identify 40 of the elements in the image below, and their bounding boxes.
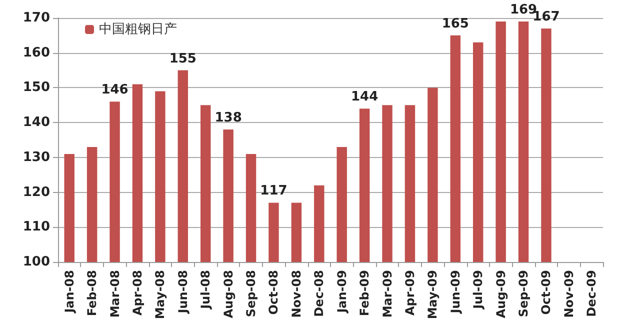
y-tick-label: 160 bbox=[22, 45, 50, 60]
y-tick-label: 170 bbox=[22, 10, 50, 26]
data-label: 165 bbox=[442, 16, 469, 32]
x-tick-label: May-08 bbox=[153, 270, 168, 320]
data-label: 155 bbox=[169, 51, 196, 66]
x-tick-label: Jun-08 bbox=[176, 270, 190, 314]
y-tick-label: 120 bbox=[22, 184, 50, 200]
data-label: 138 bbox=[214, 110, 242, 126]
y-tick-label: 100 bbox=[22, 254, 50, 270]
x-tick-label: Sep-09 bbox=[516, 270, 531, 318]
x-tick-label: Apr-08 bbox=[130, 270, 144, 316]
y-tick-label: 130 bbox=[22, 150, 50, 165]
x-tick-label: Mar-08 bbox=[108, 270, 122, 318]
x-tick-label: Jan-09 bbox=[334, 270, 349, 314]
data-label: 146 bbox=[101, 82, 128, 98]
x-tick-label: Nov-09 bbox=[562, 270, 576, 318]
x-tick-label: Feb-08 bbox=[85, 270, 100, 316]
x-tick-label: Aug-09 bbox=[494, 270, 508, 318]
x-tick-label: Mar-09 bbox=[380, 270, 394, 318]
x-tick-label: Jul-09 bbox=[471, 270, 486, 310]
x-tick-label: Oct-08 bbox=[266, 270, 281, 315]
legend-label: 中国粗钢日产 bbox=[99, 22, 177, 37]
y-tick-label: 140 bbox=[22, 115, 50, 130]
x-tick-label: Oct-09 bbox=[539, 270, 554, 315]
x-tick-label: Dec-09 bbox=[584, 270, 599, 317]
x-tick-label: Apr-09 bbox=[402, 270, 417, 316]
y-tick-label: 150 bbox=[22, 80, 50, 96]
x-tick-label: Nov-08 bbox=[289, 270, 304, 318]
x-tick-label: Jul-08 bbox=[198, 270, 213, 310]
x-tick-label: Feb-09 bbox=[358, 270, 372, 316]
x-tick-label: Sep-08 bbox=[244, 270, 258, 318]
x-tick-label: Jan-08 bbox=[62, 270, 76, 314]
data-label: 169 bbox=[510, 2, 538, 18]
x-tick-label: Jun-09 bbox=[448, 270, 462, 314]
x-tick-label: Dec-08 bbox=[312, 270, 326, 317]
x-tick-label: Aug-08 bbox=[221, 270, 236, 318]
y-tick-label: 110 bbox=[22, 220, 50, 235]
data-label: 117 bbox=[260, 184, 288, 199]
x-tick-label: May-09 bbox=[426, 270, 440, 320]
data-label: 144 bbox=[350, 90, 378, 105]
